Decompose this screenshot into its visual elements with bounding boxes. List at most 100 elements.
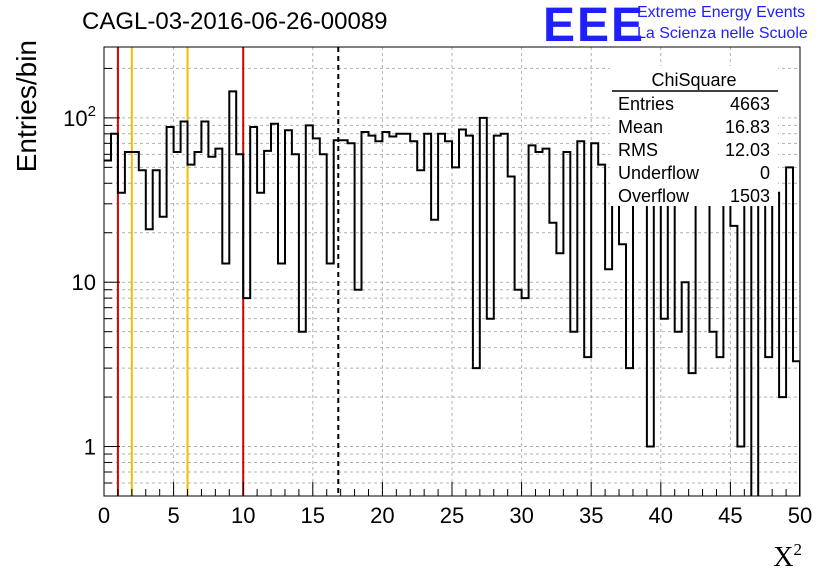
logo-subtitle-line1: Extreme Energy Events xyxy=(637,4,806,21)
histogram-bin xyxy=(542,149,549,496)
histogram-bin xyxy=(313,138,320,496)
y-tick-label: 10 xyxy=(72,270,96,295)
histogram-bin xyxy=(501,134,508,496)
histogram-bin xyxy=(570,332,577,496)
histogram-bin xyxy=(222,263,229,496)
stats-value: 12.03 xyxy=(725,140,770,160)
stats-value: 1503 xyxy=(730,186,770,206)
histogram-bin xyxy=(299,332,306,496)
x-tick-label: 50 xyxy=(788,503,812,528)
histogram-bin xyxy=(229,91,236,496)
histogram-bin xyxy=(814,161,821,496)
histogram-bin xyxy=(431,220,438,496)
histogram-bin xyxy=(438,134,445,496)
y-tick-label: 1 xyxy=(84,435,96,460)
x-tick-label: 15 xyxy=(301,503,325,528)
histogram-bin xyxy=(626,368,633,496)
histogram-bin xyxy=(146,229,153,496)
stats-value: 4663 xyxy=(730,94,770,114)
eee-logo: EEE xyxy=(543,0,646,52)
y-tick-label: 102 xyxy=(63,103,96,131)
histogram-bin xyxy=(355,290,362,496)
histogram-bin xyxy=(647,447,654,496)
histogram-bin xyxy=(466,136,473,496)
histogram-bin xyxy=(208,157,215,496)
histogram-series xyxy=(104,90,800,496)
histogram-bin xyxy=(584,357,591,496)
histogram-bin xyxy=(591,143,598,496)
histogram-bin xyxy=(605,269,612,496)
histogram-bin xyxy=(167,127,174,496)
histogram-bin xyxy=(334,140,341,496)
histogram-bin xyxy=(619,244,626,496)
histogram-bin xyxy=(160,217,167,496)
histogram-bin xyxy=(821,357,828,496)
histogram-bin xyxy=(278,263,285,496)
histogram-bin xyxy=(264,151,271,496)
histogram-bin xyxy=(661,319,668,496)
stats-value: 16.83 xyxy=(725,117,770,137)
histogram-bin xyxy=(682,282,689,496)
histogram-bin xyxy=(445,141,452,496)
histogram-bin xyxy=(403,134,410,496)
x-tick-label: 5 xyxy=(167,503,179,528)
histogram-bin xyxy=(556,253,563,496)
x-tick-label: 20 xyxy=(370,503,394,528)
histogram-bin xyxy=(341,140,348,496)
histogram-bin xyxy=(563,152,570,496)
histogram-bin xyxy=(522,298,529,496)
histogram-bin xyxy=(668,157,675,496)
x-tick-label: 40 xyxy=(649,503,673,528)
histogram-bin xyxy=(529,145,536,496)
histogram-bin xyxy=(716,357,723,496)
histogram-bin xyxy=(675,332,682,496)
histogram-bin xyxy=(292,154,299,496)
logo-subtitle-line2: La Scienza nelle Scuole xyxy=(637,25,808,42)
histogram-bin xyxy=(320,154,327,496)
histogram-bin xyxy=(410,141,417,496)
histogram-bin xyxy=(786,167,793,496)
x-tick-label: 10 xyxy=(231,503,255,528)
histogram-bin xyxy=(515,290,522,496)
histogram-bin xyxy=(598,165,605,496)
histogram-bin xyxy=(396,134,403,496)
run-title: CAGL-03-2016-06-26-00089 xyxy=(82,8,388,35)
stats-label: Entries xyxy=(618,94,674,114)
histogram-bin xyxy=(689,373,696,496)
histogram-bin xyxy=(188,165,195,496)
histogram-bin xyxy=(236,154,243,496)
histogram-bin xyxy=(118,193,125,496)
histogram-bin xyxy=(730,226,737,496)
histogram-bin xyxy=(250,127,257,496)
histogram-bin xyxy=(772,193,779,496)
histogram-bin xyxy=(174,152,181,496)
histogram-bin xyxy=(737,447,744,496)
histogram-bin xyxy=(744,167,751,496)
histogram-bin xyxy=(348,143,355,496)
histogram-bin xyxy=(111,134,118,496)
histogram-bin xyxy=(375,141,382,496)
histogram-bin xyxy=(758,204,765,496)
histogram-bin xyxy=(257,193,264,496)
histogram-bin xyxy=(181,122,188,496)
x-tick-label: 25 xyxy=(440,503,464,528)
stats-box: ChiSquare Entries 4663 Mean 16.83 RMS 12.03 Und… xyxy=(610,66,778,206)
stats-label: Underflow xyxy=(618,163,700,183)
x-tick-label: 0 xyxy=(98,503,110,528)
histogram-bin xyxy=(306,125,313,496)
histogram-bin xyxy=(215,149,222,496)
histogram-bin xyxy=(368,136,375,496)
histogram-bin xyxy=(417,170,424,496)
histogram-bin xyxy=(271,124,278,496)
histogram-bin xyxy=(459,129,466,496)
y-axis-title: Entries/bin xyxy=(11,40,42,172)
histogram-bin xyxy=(765,357,772,496)
histogram-bin xyxy=(194,152,201,496)
histogram-bin xyxy=(132,152,139,496)
histogram-bin xyxy=(703,157,710,496)
histogram-bin xyxy=(452,167,459,496)
x-tick-label: 45 xyxy=(718,503,742,528)
histogram-bin xyxy=(285,130,292,496)
